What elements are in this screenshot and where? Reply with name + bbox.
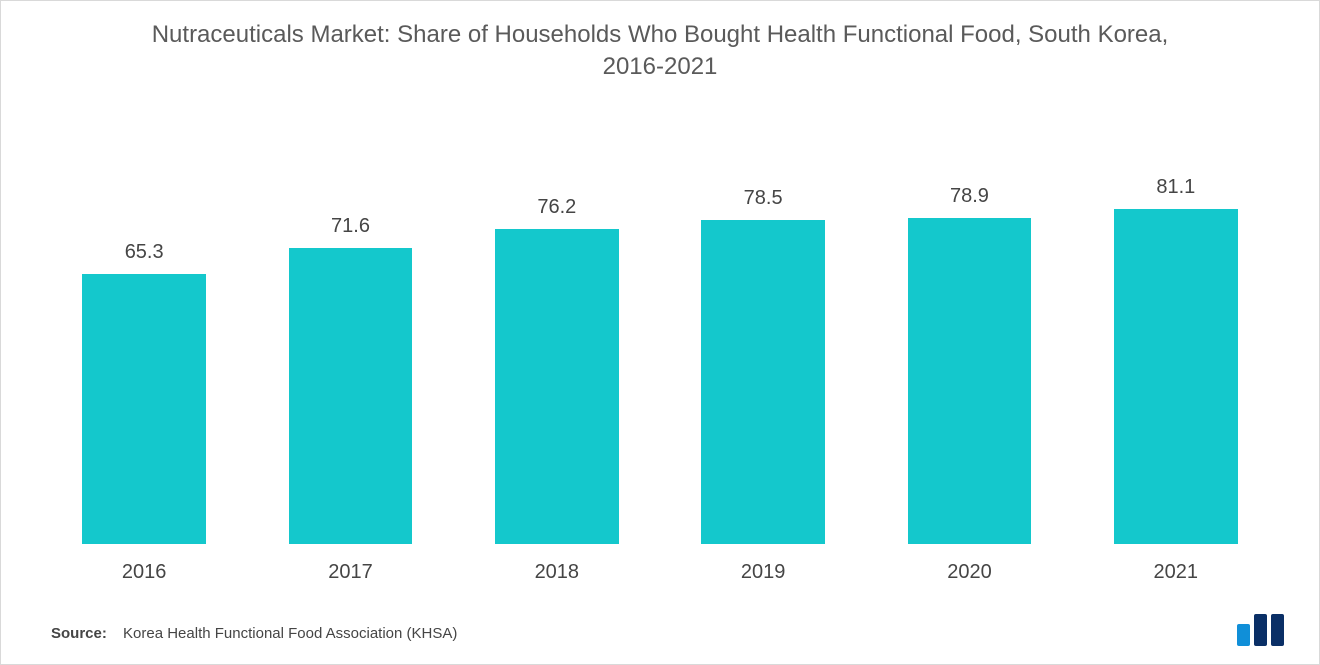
bar-value-label: 78.5 bbox=[744, 187, 783, 210]
bar bbox=[1114, 209, 1238, 544]
source-footer: Source: Korea Health Functional Food Ass… bbox=[51, 625, 457, 642]
x-axis-label: 2020 bbox=[866, 561, 1072, 584]
bars-row: 65.3 71.6 76.2 78.5 78.9 81.1 bbox=[41, 131, 1279, 544]
bar-group: 78.9 bbox=[866, 131, 1072, 544]
chart-container: Nutraceuticals Market: Share of Househol… bbox=[0, 0, 1320, 665]
bar-group: 71.6 bbox=[247, 131, 453, 544]
bar-group: 76.2 bbox=[454, 131, 660, 544]
bar-value-label: 78.9 bbox=[950, 185, 989, 208]
bar bbox=[495, 229, 619, 544]
source-label: Source: bbox=[51, 625, 107, 642]
bar bbox=[701, 220, 825, 544]
bar-group: 78.5 bbox=[660, 131, 866, 544]
x-axis-label: 2017 bbox=[247, 561, 453, 584]
bar-value-label: 71.6 bbox=[331, 215, 370, 238]
bar bbox=[908, 218, 1032, 544]
brand-logo-icon bbox=[1235, 614, 1291, 646]
bar bbox=[82, 274, 206, 544]
bar-value-label: 76.2 bbox=[537, 196, 576, 219]
bar-value-label: 81.1 bbox=[1156, 176, 1195, 199]
bar-group: 81.1 bbox=[1073, 131, 1279, 544]
x-axis-labels: 201620172018201920202021 bbox=[41, 561, 1279, 584]
chart-plot-area: 65.3 71.6 76.2 78.5 78.9 81.1 bbox=[41, 131, 1279, 544]
chart-title: Nutraceuticals Market: Share of Househol… bbox=[1, 1, 1319, 84]
source-text: Korea Health Functional Food Association… bbox=[123, 625, 457, 642]
x-axis-label: 2019 bbox=[660, 561, 866, 584]
x-axis-label: 2021 bbox=[1073, 561, 1279, 584]
bar-value-label: 65.3 bbox=[125, 241, 164, 264]
x-axis-label: 2018 bbox=[454, 561, 660, 584]
bar-group: 65.3 bbox=[41, 131, 247, 544]
bar bbox=[289, 248, 413, 544]
x-axis-label: 2016 bbox=[41, 561, 247, 584]
